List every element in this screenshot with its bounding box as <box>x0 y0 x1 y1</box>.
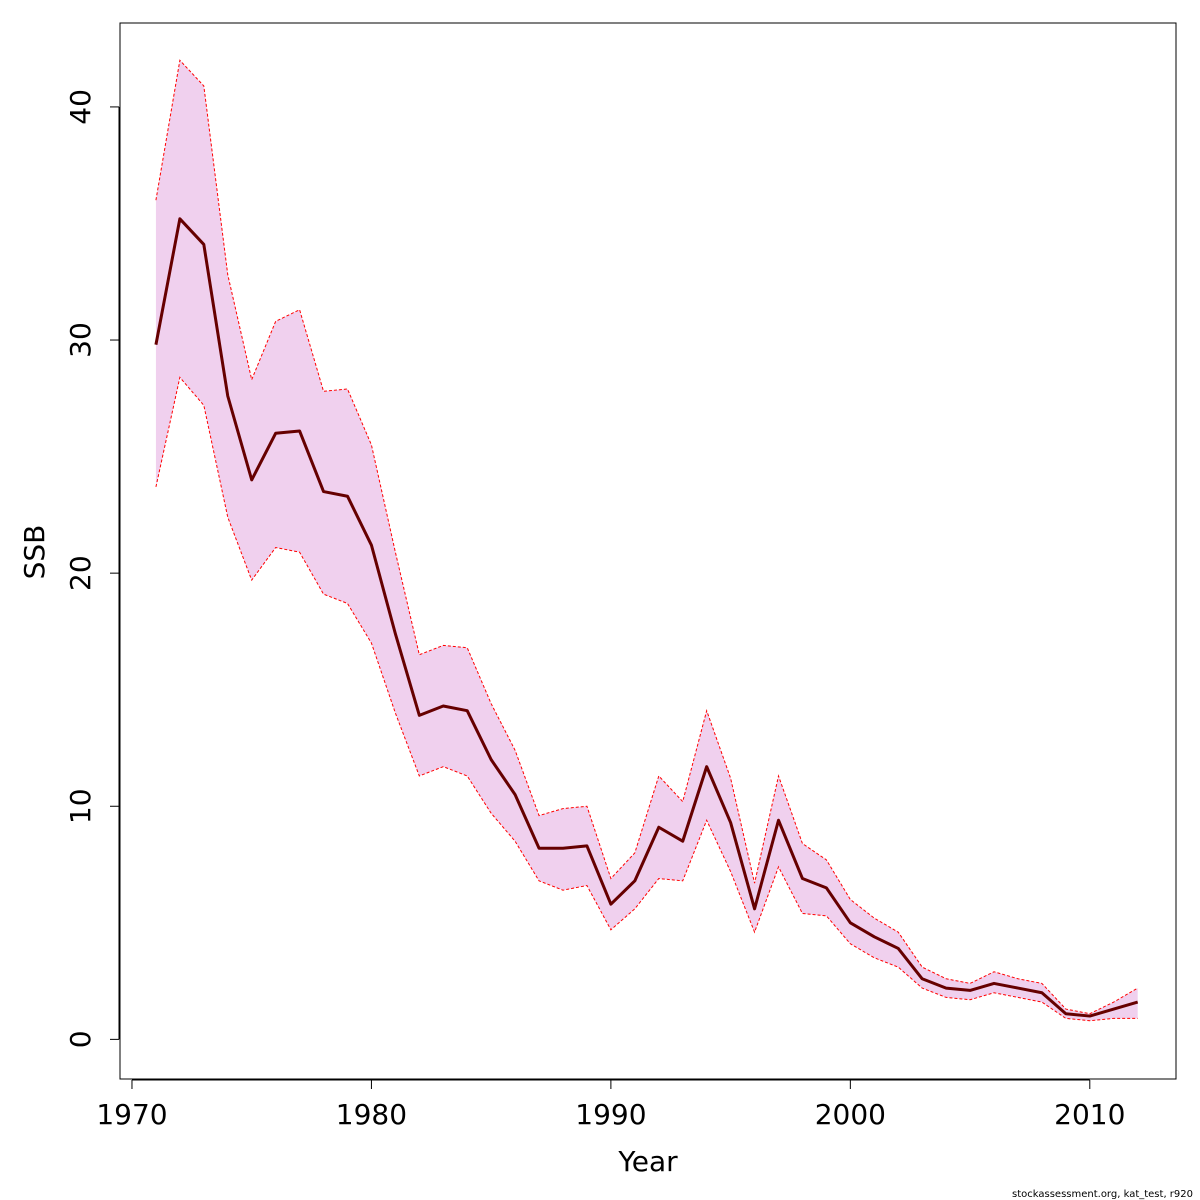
y-axis-title: SSB <box>18 525 51 580</box>
x-tick-label: 1990 <box>575 1098 646 1131</box>
y-tick-label: 10 <box>64 788 97 824</box>
y-tick-label: 0 <box>64 1030 97 1048</box>
footer-credit: stockassessment.org, kat_test, r920 <box>1012 1189 1193 1200</box>
confidence-band <box>155 60 1138 1021</box>
lower-bound-line <box>155 376 1138 1022</box>
x-tick-label: 2000 <box>815 1098 886 1131</box>
x-tick-label: 1970 <box>96 1098 167 1131</box>
y-tick-label: 20 <box>64 555 97 591</box>
y-axis: 0 10 20 30 40 <box>64 89 120 1048</box>
x-tick-label: 1980 <box>336 1098 407 1131</box>
y-tick-label: 40 <box>64 89 97 125</box>
ssb-line-layer <box>154 217 1139 1018</box>
upper-bound-line <box>155 59 1138 1015</box>
x-axis-title: Year <box>617 1145 678 1178</box>
confidence-band-layer <box>155 59 1138 1022</box>
ssb-estimate-line <box>154 217 1139 1018</box>
y-tick-label: 30 <box>64 322 97 358</box>
x-axis: 1970 1980 1990 2000 2010 <box>96 1079 1125 1131</box>
x-tick-label: 2010 <box>1054 1098 1125 1131</box>
plot-frame <box>119 22 1177 1080</box>
